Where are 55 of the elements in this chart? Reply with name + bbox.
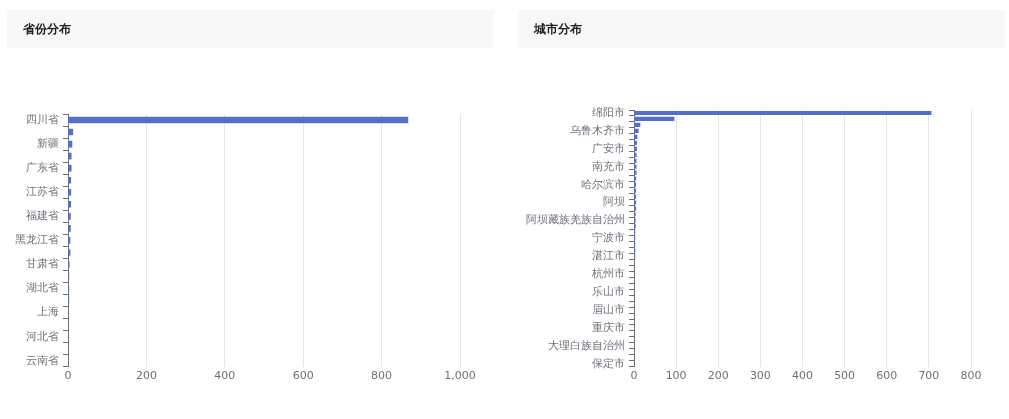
- x-tick-label: 0: [64, 369, 72, 383]
- x-tick-label: 200: [707, 369, 729, 383]
- y-tick-label: 眉山市: [592, 302, 625, 316]
- x-tick-label: 0: [630, 369, 638, 383]
- y-tick-label: 江苏省: [26, 185, 59, 199]
- bar: [68, 213, 71, 220]
- x-tick-label: 500: [834, 369, 856, 383]
- y-tick-label: 广安市: [592, 141, 625, 155]
- y-tick-label: 福建省: [26, 209, 59, 223]
- bar: [634, 164, 637, 169]
- chart-title: 省份分布: [7, 10, 494, 48]
- x-tick-label: 1,000: [444, 369, 476, 383]
- y-tick-label: 乌鲁木齐市: [570, 123, 625, 137]
- x-tick-label: 100: [665, 369, 687, 383]
- chart-title: 城市分布: [518, 10, 1005, 48]
- y-tick-label: 河北省: [26, 329, 59, 343]
- x-tick-label: 600: [292, 369, 314, 383]
- x-tick-label: 200: [135, 369, 157, 383]
- y-tick-label: 湛江市: [592, 249, 625, 263]
- y-tick-label: 上海: [37, 305, 59, 319]
- y-tick-label: 杭州市: [591, 267, 625, 281]
- x-tick-label: 400: [214, 369, 236, 383]
- bar: [68, 225, 71, 232]
- y-tick-label: 广东省: [26, 161, 59, 175]
- y-tick-label: 保定市: [592, 356, 625, 370]
- bar: [68, 152, 72, 160]
- y-tick-label: 甘肃省: [26, 257, 59, 271]
- bar: [634, 158, 637, 163]
- y-tick-label: 湖北省: [26, 281, 59, 295]
- bar: [68, 116, 409, 124]
- y-tick-label: 哈尔滨市: [581, 177, 625, 191]
- y-tick-label: 新疆: [37, 136, 59, 150]
- x-tick-label: 800: [371, 369, 393, 383]
- y-tick-label: 黑龙江省: [15, 233, 59, 247]
- y-tick-label: 云南省: [26, 353, 59, 367]
- x-tick-label: 300: [749, 369, 771, 383]
- y-tick-label: 南充市: [592, 159, 625, 173]
- y-tick-label: 乐山市: [592, 285, 625, 299]
- y-tick-label: 四川省: [26, 112, 59, 126]
- x-tick-label: 400: [792, 369, 813, 383]
- bar: [634, 116, 675, 122]
- y-tick-label: 宁波市: [592, 231, 625, 245]
- bar: [68, 164, 72, 172]
- bar: [634, 170, 637, 175]
- x-tick-label: 800: [960, 369, 982, 383]
- bar: [634, 110, 932, 116]
- bar: [634, 152, 637, 157]
- y-tick-label: 大理白族自治州: [548, 338, 625, 352]
- y-tick-label: 阿坝藏族羌族自治州: [526, 213, 625, 227]
- bar: [634, 128, 639, 133]
- x-tick-label: 600: [876, 369, 898, 383]
- y-tick-label: 阿坝: [603, 195, 625, 209]
- y-tick-label: 绵阳市: [592, 105, 625, 119]
- x-tick-label: 700: [918, 369, 940, 383]
- y-tick-label: 重庆市: [592, 320, 625, 334]
